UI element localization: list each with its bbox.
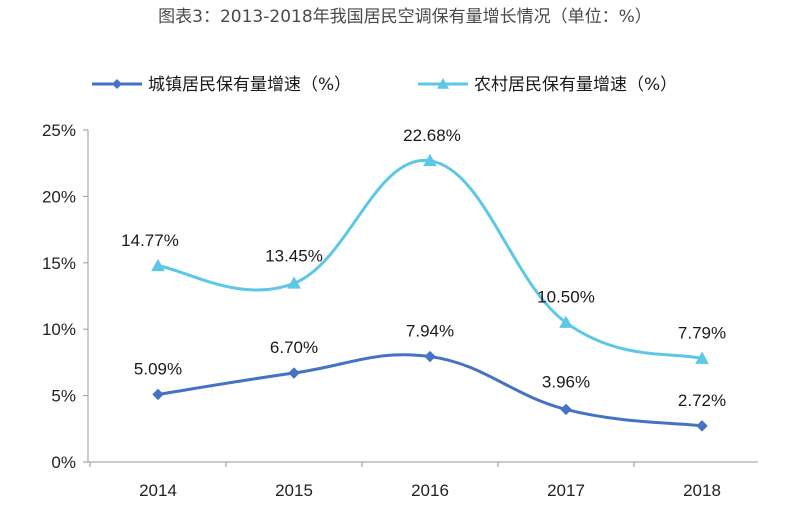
y-tick-label: 0% — [51, 453, 76, 472]
x-tick-label: 2016 — [411, 481, 449, 500]
y-tick-label: 10% — [42, 320, 76, 339]
diamond-marker — [424, 350, 436, 363]
data-label: 5.09% — [134, 359, 182, 378]
data-labels: 5.09% 6.70% 7.94% 3.96% 2.72% 14.77% 13.45% 22.… — [121, 126, 726, 410]
data-label: 22.68% — [403, 126, 461, 145]
data-label: 13.45% — [265, 246, 323, 265]
series-layer — [151, 153, 709, 432]
x-tick-label: 2015 — [275, 481, 313, 500]
legend-diamond-icon — [112, 79, 122, 89]
triangle-marker — [559, 315, 573, 328]
x-tick-label: 2014 — [139, 481, 177, 500]
triangle-marker — [423, 153, 437, 167]
diamond-marker — [288, 367, 300, 379]
diamond-marker — [560, 403, 572, 416]
legend-label-rural: 农村居民保有量增速（%） — [474, 75, 677, 95]
data-label: 10.50% — [537, 288, 595, 307]
diamond-marker — [152, 388, 164, 401]
triangle-marker — [151, 258, 165, 272]
y-tick-label: 20% — [42, 187, 76, 206]
data-label: 2.72% — [678, 391, 726, 410]
legend-item-urban: 城镇居民保有量增速（%） — [92, 75, 351, 95]
series-line-0 — [157, 353, 703, 428]
legend-triangle-icon — [437, 78, 449, 89]
triangle-marker — [287, 276, 301, 289]
data-label: 7.94% — [406, 322, 454, 341]
y-tick-label: 25% — [42, 121, 76, 140]
triangle-marker — [695, 351, 709, 364]
legend: 城镇居民保有量增速（%） 农村居民保有量增速（%） — [92, 75, 677, 95]
axes: 0% 5% 10% 15% 20% 25% 2014 2015 2016 2017 2018 — [42, 121, 758, 500]
y-tick-label: 15% — [42, 254, 76, 273]
data-label: 6.70% — [270, 338, 318, 357]
y-tick-label: 5% — [51, 387, 76, 406]
x-tick-label: 2017 — [547, 481, 585, 500]
x-tick-label: 2018 — [683, 481, 721, 500]
legend-label-urban: 城镇居民保有量增速（%） — [148, 75, 351, 95]
data-label: 3.96% — [542, 372, 590, 391]
legend-item-rural: 农村居民保有量增速（%） — [418, 75, 677, 95]
data-label: 14.77% — [121, 231, 179, 250]
diamond-marker — [696, 420, 708, 432]
chart-title: 图表3：2013-2018年我国居民空调保有量增长情况（单位：%） — [158, 7, 652, 27]
data-label: 7.79% — [678, 324, 726, 343]
